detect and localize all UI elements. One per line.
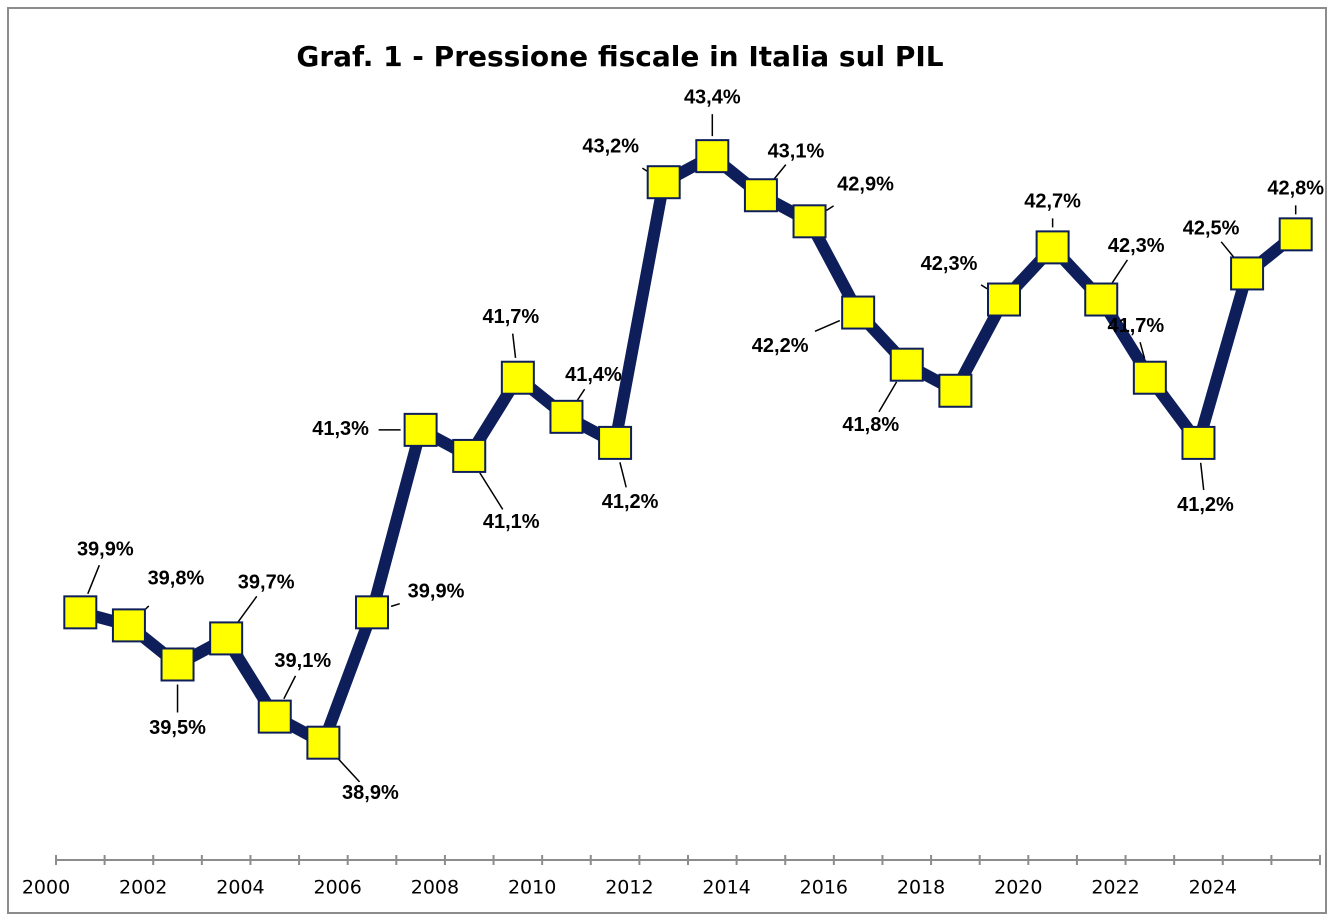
leader-line — [479, 472, 504, 510]
value-label: 41,3% — [312, 418, 369, 440]
leader-line — [1111, 259, 1129, 284]
leader-line — [237, 595, 258, 623]
leader-line — [511, 333, 517, 358]
marker — [452, 438, 487, 473]
value-label: 41,8% — [842, 414, 899, 436]
value-label: 41,7% — [482, 306, 539, 328]
chart-title: Graf. 1 - Pressione fiscale in Italia su… — [296, 40, 943, 73]
marker — [889, 347, 924, 382]
leader-line — [336, 756, 361, 783]
value-label: 42,3% — [921, 253, 978, 275]
x-tick-label: 2004 — [216, 877, 264, 899]
value-label: 38,9% — [342, 782, 399, 804]
value-label: 42,3% — [1108, 235, 1165, 257]
value-label: 43,1% — [768, 141, 825, 163]
marker — [355, 595, 389, 630]
value-label: 39,9% — [77, 539, 134, 561]
value-label: 39,5% — [149, 717, 206, 739]
value-label: 41,2% — [1177, 494, 1234, 516]
marker — [1035, 230, 1070, 265]
leader-line — [825, 205, 834, 212]
leader-line — [641, 167, 648, 172]
value-label: 39,8% — [148, 568, 205, 590]
value-label: 41,1% — [483, 511, 540, 533]
x-tick-label: 2022 — [1091, 877, 1139, 899]
x-tick-label: 2006 — [314, 877, 362, 899]
value-label: 39,9% — [408, 581, 465, 603]
leader-line — [283, 675, 297, 700]
leader-line — [814, 319, 841, 333]
leader-line — [1139, 341, 1146, 359]
marker — [598, 425, 633, 460]
value-label: 41,7% — [1107, 315, 1164, 337]
leader-line — [619, 462, 627, 488]
marker — [1278, 217, 1313, 252]
marker — [549, 399, 584, 434]
x-tick-label: 2020 — [994, 877, 1042, 899]
value-label: 43,4% — [684, 86, 741, 108]
marker — [160, 647, 195, 682]
marker — [63, 595, 98, 630]
value-label: 39,7% — [238, 572, 295, 594]
x-tick-label: 2012 — [605, 877, 653, 899]
marker — [306, 725, 341, 760]
marker — [938, 373, 973, 408]
x-tick-label: 2000 — [22, 877, 70, 899]
leader-line — [1199, 462, 1205, 491]
frame — [7, 7, 1327, 914]
leader-line — [772, 164, 787, 181]
value-label: 42,5% — [1183, 218, 1240, 240]
marker — [500, 360, 535, 395]
marker — [111, 608, 146, 643]
x-tick-label: 2008 — [411, 877, 459, 899]
x-tick-label: 2010 — [508, 877, 556, 899]
value-label: 43,2% — [582, 135, 639, 157]
marker — [1181, 425, 1216, 460]
marker — [257, 699, 292, 734]
value-label: 42,9% — [837, 174, 894, 196]
leader-line — [576, 388, 586, 401]
marker — [646, 165, 681, 200]
value-label: 42,2% — [752, 335, 809, 357]
value-label: 41,4% — [565, 364, 622, 386]
marker — [743, 178, 778, 213]
marker — [1230, 256, 1265, 291]
leader-line — [980, 284, 988, 290]
marker — [792, 204, 827, 239]
marker — [841, 295, 876, 330]
marker — [1132, 360, 1167, 395]
value-label: 41,2% — [602, 491, 659, 513]
x-tick-label: 2002 — [119, 877, 167, 899]
x-tick-label: 2018 — [897, 877, 945, 899]
leader-line — [390, 602, 400, 608]
x-tick-label: 2016 — [800, 877, 848, 899]
leader-line — [87, 564, 101, 595]
marker — [209, 621, 244, 656]
marker — [1084, 282, 1119, 317]
x-tick-label: 2014 — [702, 877, 750, 899]
marker — [403, 412, 438, 447]
value-label: 39,1% — [274, 650, 331, 672]
value-label: 42,7% — [1024, 191, 1081, 213]
marker — [695, 139, 730, 174]
marker — [987, 282, 1021, 317]
value-label: 42,8% — [1267, 178, 1324, 200]
leader-line — [878, 381, 898, 413]
x-tick-label: 2024 — [1189, 877, 1237, 899]
leader-line — [1220, 241, 1235, 259]
